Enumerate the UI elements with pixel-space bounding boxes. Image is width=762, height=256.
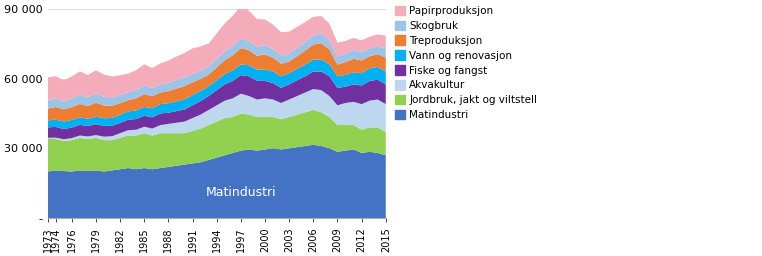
Legend: Papirproduksjon, Skogbruk, Treproduksjon, Vann og renovasjon, Fiske og fangst, A: Papirproduksjon, Skogbruk, Treproduksjon… (392, 4, 539, 122)
Text: Matindustri: Matindustri (206, 186, 276, 199)
